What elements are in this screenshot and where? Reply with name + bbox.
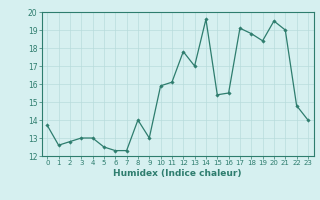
X-axis label: Humidex (Indice chaleur): Humidex (Indice chaleur)	[113, 169, 242, 178]
